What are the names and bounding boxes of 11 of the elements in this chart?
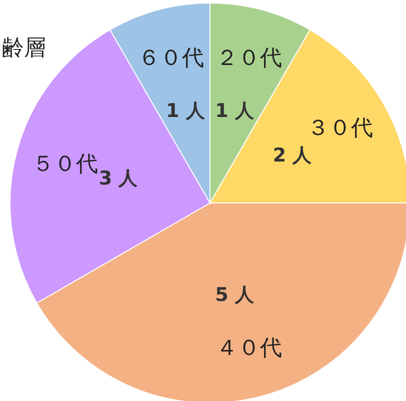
data-label: 5 人 (215, 284, 255, 306)
slice-label: ４０代 (216, 336, 282, 361)
slice-label: ６０代 (138, 46, 204, 72)
data-label: 3 人 (98, 167, 139, 190)
text: 齢層 (2, 36, 46, 61)
data-label: 1 人 (166, 100, 206, 122)
slice-label: ３０代 (306, 116, 373, 141)
slice-label: ５０代 (32, 152, 98, 178)
slice-label: ２０代 (216, 46, 282, 72)
data-label: 1 人 (215, 100, 255, 122)
data-label: 2 人 (272, 144, 313, 166)
